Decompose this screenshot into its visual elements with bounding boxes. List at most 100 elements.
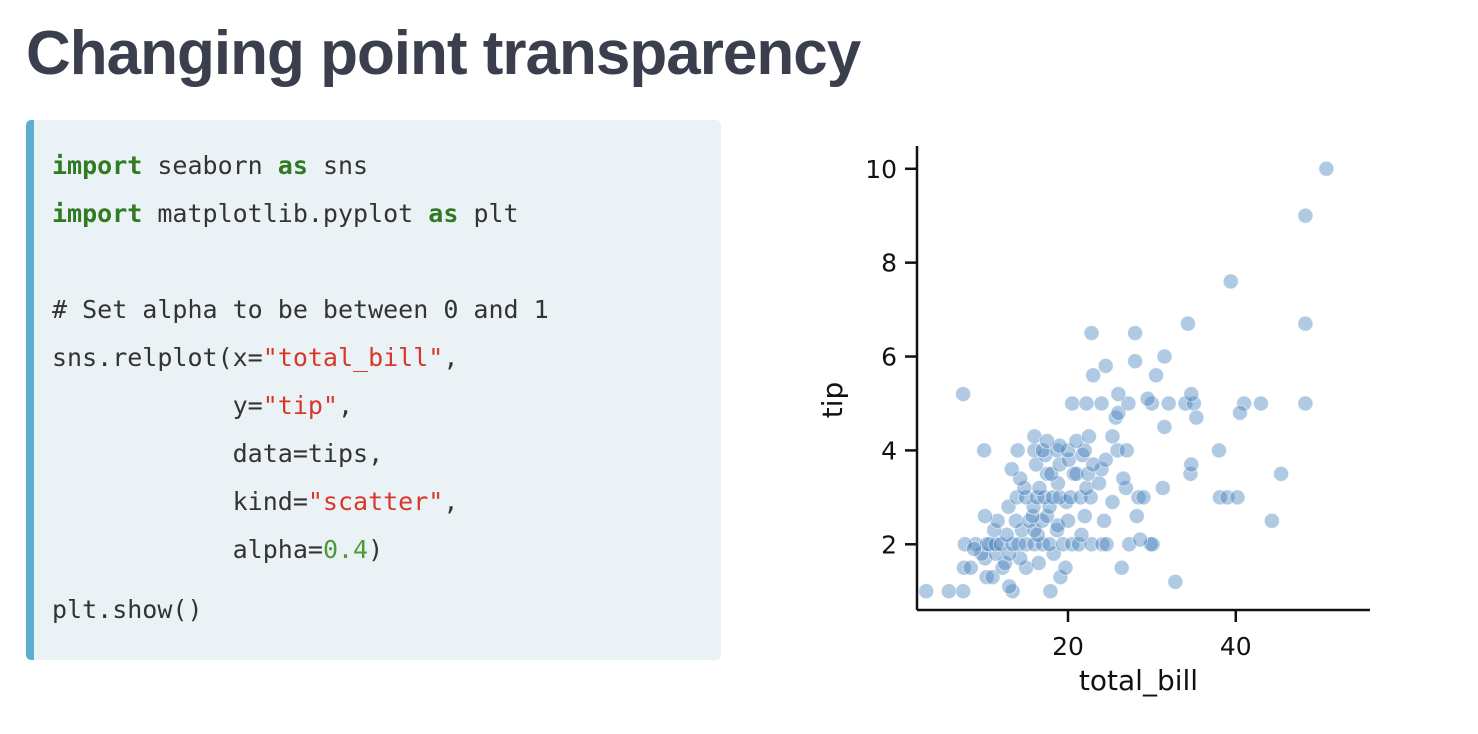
scatter-point	[962, 559, 979, 576]
scatter-point	[1049, 442, 1065, 459]
scatter-point	[1018, 559, 1034, 576]
scatter-point	[984, 569, 1001, 586]
scatter-point	[1097, 451, 1114, 468]
scatter-point	[1074, 447, 1091, 464]
code-text: seaborn	[142, 151, 278, 180]
scatter-point	[1297, 315, 1314, 332]
scatter-point	[1085, 456, 1102, 473]
scatter-point	[1026, 428, 1043, 445]
scatter-point	[1127, 325, 1144, 341]
scatter-point	[976, 442, 993, 459]
scatter-point	[1183, 456, 1200, 473]
scatter-point	[1004, 536, 1021, 553]
code-text: sns.relplot(x=	[52, 343, 263, 372]
scatter-point	[1110, 386, 1127, 402]
scatter-point	[1071, 536, 1087, 553]
scatter-point	[955, 583, 972, 600]
keyword: import	[52, 199, 143, 228]
scatter-point	[1118, 442, 1135, 459]
scatter-point	[987, 536, 1004, 553]
code-text: ,	[443, 487, 459, 516]
code-text: alpha=	[52, 535, 323, 564]
scatter-point	[1030, 555, 1047, 571]
scatter-point	[1148, 367, 1164, 384]
scatter-point	[1253, 395, 1269, 412]
code-text: kind=	[52, 487, 308, 516]
scatter-point	[1188, 409, 1205, 426]
scatter-point	[1297, 395, 1314, 412]
scatter-point	[978, 569, 995, 586]
code-text: plt	[458, 199, 519, 228]
scatter-point	[1098, 536, 1115, 553]
scatter-point	[1050, 517, 1066, 534]
scatter-point	[994, 559, 1011, 576]
code-blank-line	[52, 238, 721, 286]
scatter-point	[1156, 419, 1173, 435]
scatter-point	[1318, 160, 1335, 177]
scatter-point	[1083, 325, 1100, 341]
code-line-import-pyplot: import matplotlib.pyplot as plt	[52, 190, 721, 238]
scatter-point	[1034, 512, 1050, 529]
scatter-point	[1034, 442, 1051, 459]
y-tick-label: 6	[881, 343, 897, 372]
code-text: sns	[307, 151, 369, 180]
code-line-alpha-arg: alpha=0.4)	[52, 526, 721, 574]
scatter-point	[1297, 207, 1314, 224]
code-text: y=	[52, 391, 263, 420]
scatter-point	[1183, 386, 1200, 402]
scatter-point	[1042, 583, 1059, 600]
scatter-point	[956, 559, 972, 576]
scatter-point	[1039, 465, 1055, 482]
scatter-point	[966, 541, 982, 557]
code-comment: # Set alpha to be between 0 and 1	[52, 295, 549, 324]
scatter-point	[1093, 461, 1110, 478]
scatter-point	[992, 536, 1009, 553]
scatter-point	[1094, 536, 1111, 553]
scatter-point	[1078, 480, 1095, 496]
scatter-point	[1273, 465, 1289, 482]
scatter-point	[1115, 470, 1132, 487]
code-text: matplotlib.pyplot	[142, 199, 429, 228]
scatter-point	[1211, 442, 1227, 459]
scatter-point	[1222, 273, 1239, 290]
scatter-point	[1044, 489, 1061, 506]
scatter-point	[1127, 353, 1144, 370]
scatter-point	[1073, 526, 1090, 543]
scatter-point	[1160, 395, 1177, 412]
scatter-point	[981, 536, 998, 553]
scatter-point	[1064, 395, 1081, 412]
scatter-point	[1096, 512, 1112, 529]
y-axis-label: tip	[816, 382, 849, 419]
scatter-point	[1229, 489, 1246, 506]
x-tick-label: 20	[1052, 632, 1084, 661]
scatter-point	[1143, 395, 1160, 412]
scatter-point	[1091, 475, 1107, 492]
scatter-point	[1082, 489, 1099, 506]
scatter-point	[1109, 442, 1126, 459]
y-tick-label: 8	[881, 249, 897, 278]
code-line-data-arg: data=tips,	[52, 439, 384, 468]
scatter-point	[998, 526, 1015, 543]
scatter-point	[1078, 395, 1095, 412]
code-line-show: plt.show()	[52, 595, 203, 624]
scatter-point	[1085, 367, 1102, 384]
scatter-point	[1128, 508, 1145, 525]
code-text: )	[368, 535, 384, 564]
code-string: "scatter"	[307, 487, 444, 516]
scatter-point	[1135, 489, 1152, 506]
scatter-point	[1041, 536, 1058, 553]
scatter-point	[1104, 428, 1121, 445]
scatter-point	[1026, 442, 1043, 459]
scatter-point	[1156, 348, 1173, 365]
code-string: "total_bill"	[262, 343, 444, 372]
y-tick-label: 10	[865, 155, 897, 184]
scatter-point	[1031, 480, 1048, 496]
code-line-kind-arg: kind="scatter",	[52, 478, 721, 526]
scatter-point	[1104, 494, 1121, 510]
scatter-point	[1232, 404, 1248, 421]
keyword: as	[428, 199, 459, 228]
scatter-point	[986, 522, 1003, 539]
scatter-point	[1130, 489, 1147, 506]
code-string: "tip"	[262, 391, 338, 420]
code-text: ,	[337, 391, 354, 420]
